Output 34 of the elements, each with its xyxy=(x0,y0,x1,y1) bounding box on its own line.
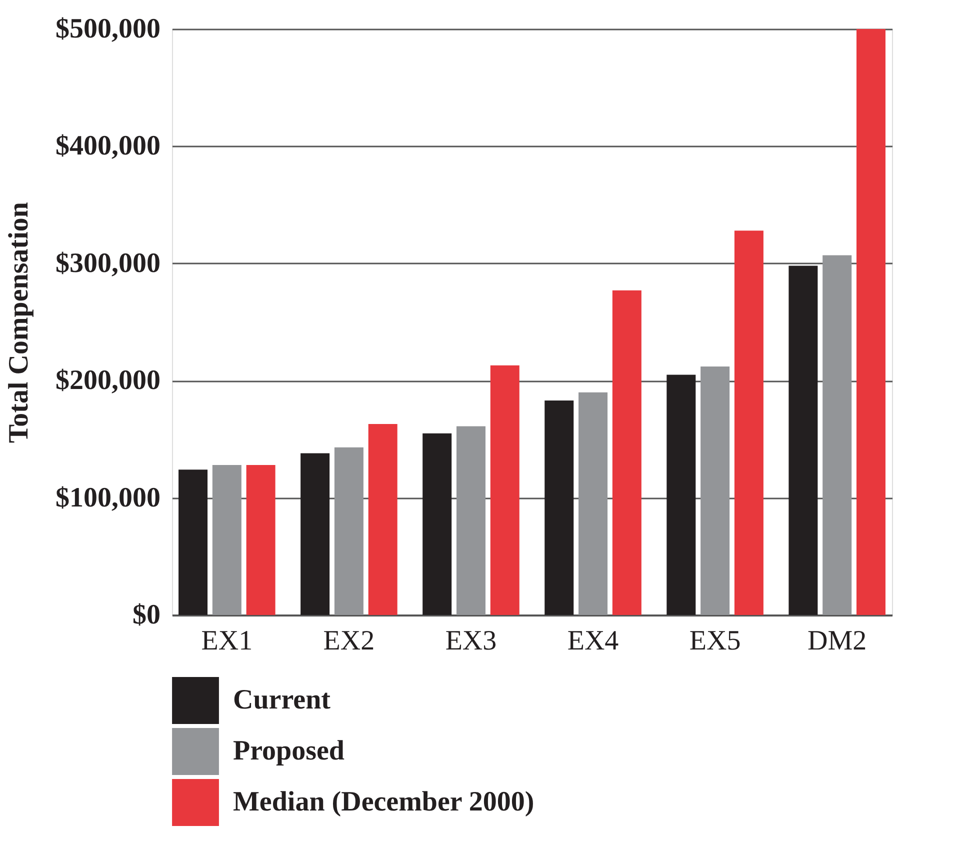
bar xyxy=(822,255,852,615)
x-tick-label: EX4 xyxy=(567,626,619,656)
y-tick-label: $0 xyxy=(132,600,160,630)
x-tick-label: EX5 xyxy=(689,626,741,656)
bar xyxy=(456,426,486,615)
x-tick-label: EX2 xyxy=(323,626,375,656)
x-tick-label: DM2 xyxy=(808,626,867,656)
bar xyxy=(334,447,364,615)
bar xyxy=(700,366,730,615)
x-tick-label: EX1 xyxy=(201,626,253,656)
x-tick-label: EX3 xyxy=(445,626,497,656)
bar xyxy=(300,453,330,615)
bar xyxy=(246,464,276,615)
y-tick-label: $200,000 xyxy=(56,365,160,396)
bar xyxy=(856,29,886,615)
y-tick-label: $100,000 xyxy=(56,482,160,514)
bar xyxy=(490,365,520,615)
bar xyxy=(612,290,642,615)
bar xyxy=(212,464,242,615)
bar xyxy=(422,433,452,615)
y-tick-label: $500,000 xyxy=(56,14,160,44)
bar xyxy=(788,266,818,615)
y-axis-title: Total Compensation xyxy=(4,202,34,443)
legend-label: Proposed xyxy=(233,736,345,766)
legend-label: Current xyxy=(233,684,332,716)
bar xyxy=(178,470,208,615)
y-tick-label: $400,000 xyxy=(56,130,160,162)
bar xyxy=(734,230,764,615)
bar xyxy=(544,400,574,615)
bar xyxy=(368,424,398,615)
bar xyxy=(578,392,608,615)
y-tick-label: $300,000 xyxy=(56,248,160,279)
legend-label: Median (December 2000) xyxy=(233,786,534,818)
bar xyxy=(666,374,696,615)
